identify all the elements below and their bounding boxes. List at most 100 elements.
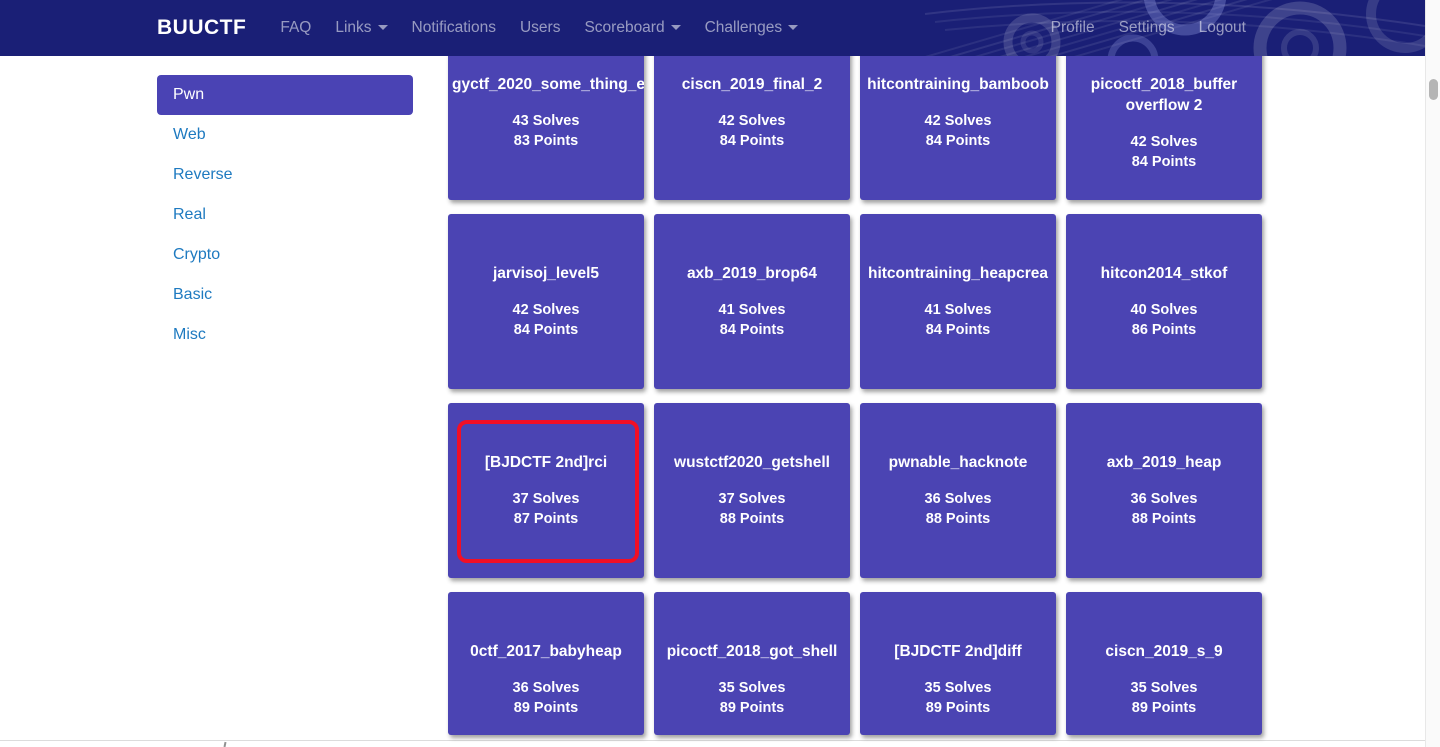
nav-user-item[interactable]: Settings: [1107, 11, 1187, 45]
challenge-title: pwnable_hacknote: [888, 454, 1028, 471]
nav-item[interactable]: Scoreboard: [572, 11, 692, 45]
challenge-points: 84 Points: [513, 322, 579, 338]
sidebar-category[interactable]: Pwn: [157, 75, 413, 115]
nav-item[interactable]: FAQ: [268, 11, 323, 45]
challenge-solves: 41 Solves: [924, 302, 992, 318]
challenge-title: hitcontraining_bamboob: [867, 76, 1049, 93]
challenge-card[interactable]: jarvisoj_level5 42 Solves 84 Points: [448, 214, 644, 389]
challenge-card[interactable]: ciscn_2019_s_9 35 Solves 89 Points: [1066, 592, 1262, 735]
challenge-title: axb_2019_brop64: [686, 265, 818, 282]
nav-item-label: Links: [335, 19, 372, 36]
challenge-card[interactable]: axb_2019_brop64 41 Solves 84 Points: [654, 214, 850, 389]
challenge-title: ciscn_2019_s_9: [1105, 643, 1223, 660]
navbar: BUUCTF FAQ Links Notifications Users Sco…: [0, 0, 1425, 56]
sidebar-category[interactable]: Basic: [157, 275, 413, 315]
challenge-solves: 42 Solves: [718, 113, 786, 129]
sidebar-category[interactable]: Web: [157, 115, 413, 155]
nav-user-item-label: Logout: [1198, 19, 1246, 36]
challenge-solves: 43 Solves: [512, 113, 580, 129]
challenge-solves: 37 Solves: [512, 491, 580, 507]
challenge-points: 87 Points: [513, 511, 579, 527]
challenge-card[interactable]: [BJDCTF 2nd]diff 35 Solves 89 Points: [860, 592, 1056, 735]
challenge-points: 84 Points: [925, 133, 991, 149]
challenge-points: 86 Points: [1131, 322, 1197, 338]
nav-item-label: Scoreboard: [584, 19, 665, 36]
challenge-card[interactable]: pwnable_hacknote 36 Solves 88 Points: [860, 403, 1056, 578]
challenge-card[interactable]: hitcon2014_stkof 40 Solves 86 Points: [1066, 214, 1262, 389]
nav-user-item-label: Profile: [1050, 19, 1095, 36]
challenge-points: 84 Points: [1131, 154, 1197, 170]
nav-item-label: Challenges: [704, 19, 783, 36]
nav-item[interactable]: Notifications: [400, 11, 508, 45]
nav-item[interactable]: Links: [323, 11, 399, 45]
challenge-title: [BJDCTF 2nd]rci: [484, 454, 608, 471]
nav-user-item-label: Settings: [1118, 19, 1175, 36]
challenge-solves: 37 Solves: [718, 491, 786, 507]
challenge-solves: 35 Solves: [718, 680, 786, 696]
scrollbar-track[interactable]: [1425, 0, 1440, 747]
sidebar-category-label: Crypto: [173, 246, 221, 263]
nav-user-menu: Profile Settings Logout: [1039, 11, 1258, 45]
sidebar-category-label: Real: [173, 206, 206, 223]
brand-logo[interactable]: BUUCTF: [157, 16, 247, 39]
challenge-points: 89 Points: [1131, 700, 1197, 716]
scrollbar-thumb[interactable]: [1429, 79, 1438, 100]
sidebar-category[interactable]: Real: [157, 195, 413, 235]
challenge-card[interactable]: hitcontraining_heapcrea 41 Solves 84 Poi…: [860, 214, 1056, 389]
nav-item-label: Users: [519, 19, 561, 36]
sidebar-category-label: Misc: [173, 326, 206, 343]
footer-divider: [0, 740, 1425, 741]
challenge-solves: 42 Solves: [1130, 134, 1198, 150]
challenge-points: 89 Points: [513, 700, 579, 716]
nav-item-label: Notifications: [411, 19, 496, 36]
challenge-solves: 35 Solves: [1130, 680, 1198, 696]
challenge-points: 84 Points: [719, 322, 785, 338]
sidebar-category-label: Basic: [173, 286, 213, 303]
sidebar-category-label: Reverse: [173, 166, 233, 183]
sidebar-category-label: Web: [173, 126, 206, 143]
challenge-solves: 36 Solves: [924, 491, 992, 507]
challenges-grid: gyctf_2020_some_thing_e 43 Solves 83 Poi…: [448, 25, 1262, 735]
sidebar-category[interactable]: Misc: [157, 315, 413, 355]
nav-user-item[interactable]: Logout: [1187, 11, 1258, 45]
category-sidebar: Pwn Web Reverse Real Crypto Basic Misc: [157, 75, 413, 355]
sidebar-category[interactable]: Reverse: [157, 155, 413, 195]
challenge-card[interactable]: axb_2019_heap 36 Solves 88 Points: [1066, 403, 1262, 578]
challenge-title: picoctf_2018_got_shell: [666, 643, 838, 660]
challenge-solves: 36 Solves: [512, 680, 580, 696]
nav-user-item[interactable]: Profile: [1039, 11, 1107, 45]
challenge-solves: 35 Solves: [924, 680, 992, 696]
nav-item[interactable]: Users: [508, 11, 572, 45]
caret-down-icon: [788, 25, 799, 30]
nav-item[interactable]: Challenges: [693, 11, 811, 45]
challenge-title: hitcon2014_stkof: [1100, 265, 1228, 282]
challenge-card[interactable]: [BJDCTF 2nd]rci 37 Solves 87 Points: [448, 403, 644, 578]
challenge-points: 88 Points: [719, 511, 785, 527]
challenge-title: 0ctf_2017_babyheap: [470, 643, 622, 660]
sidebar-category-label: Pwn: [173, 86, 205, 103]
challenge-solves: 42 Solves: [924, 113, 992, 129]
challenge-points: 89 Points: [719, 700, 785, 716]
challenge-title: [BJDCTF 2nd]diff: [894, 643, 1022, 660]
challenge-solves: 40 Solves: [1130, 302, 1198, 318]
challenge-points: 88 Points: [925, 511, 991, 527]
caret-down-icon: [377, 25, 388, 30]
nav-item-label: FAQ: [280, 19, 312, 36]
challenge-title: gyctf_2020_some_thing_e: [452, 76, 644, 93]
challenge-solves: 41 Solves: [718, 302, 786, 318]
challenge-card[interactable]: 0ctf_2017_babyheap 36 Solves 89 Points: [448, 592, 644, 735]
challenge-card[interactable]: wustctf2020_getshell 37 Solves 88 Points: [654, 403, 850, 578]
challenge-points: 83 Points: [513, 133, 579, 149]
challenge-points: 88 Points: [1131, 511, 1197, 527]
challenge-points: 84 Points: [925, 322, 991, 338]
sidebar-category[interactable]: Crypto: [157, 235, 413, 275]
caret-down-icon: [670, 25, 681, 30]
footer-text-peek: [223, 741, 227, 747]
challenge-title: ciscn_2019_final_2: [681, 76, 823, 93]
challenge-solves: 42 Solves: [512, 302, 580, 318]
challenge-solves: 36 Solves: [1130, 491, 1198, 507]
challenge-card[interactable]: picoctf_2018_got_shell 35 Solves 89 Poin…: [654, 592, 850, 735]
challenge-points: 89 Points: [925, 700, 991, 716]
challenge-title: hitcontraining_heapcrea: [867, 265, 1048, 282]
